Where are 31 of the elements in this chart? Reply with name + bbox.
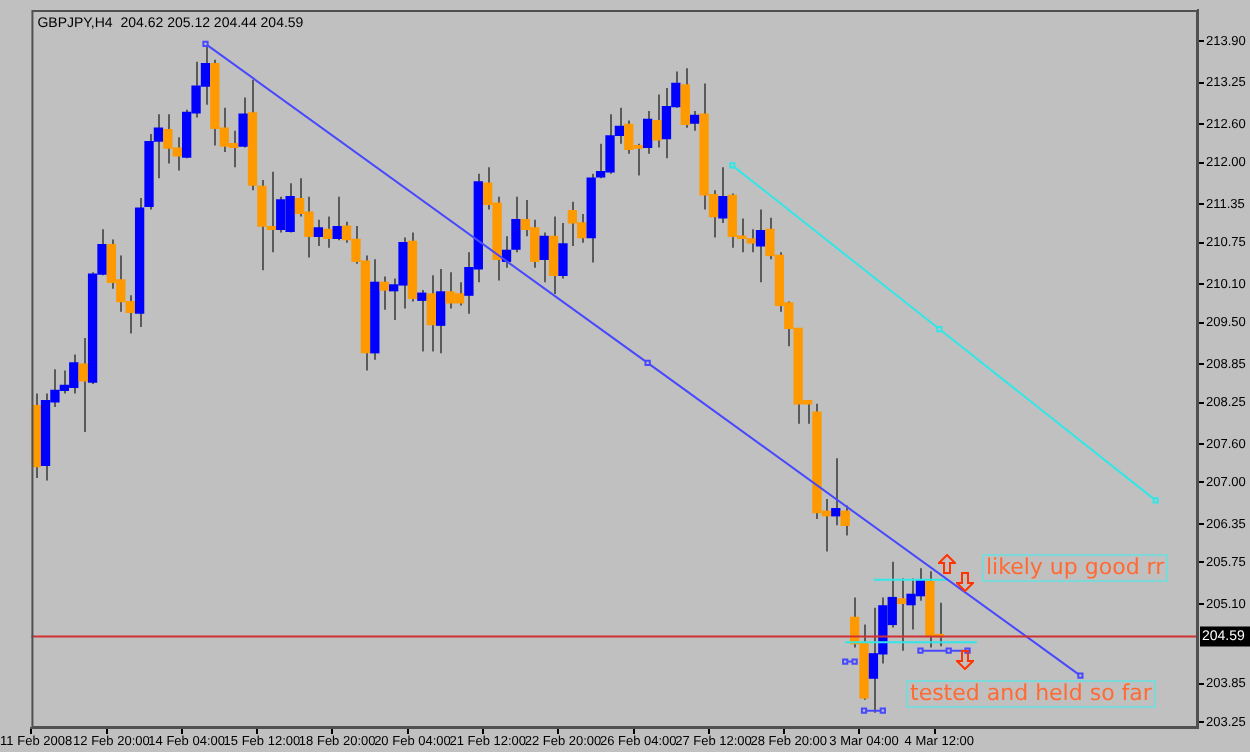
candlestick: [558, 221, 568, 280]
point: [202, 40, 209, 48]
candlestick: [323, 215, 333, 249]
point: [1077, 672, 1084, 679]
point: [851, 658, 858, 665]
point: [936, 325, 943, 333]
candlestick: [896, 577, 907, 652]
candlestick: [313, 218, 324, 247]
candlestick: [332, 195, 342, 242]
candlestick: [426, 274, 436, 353]
candlestick: [78, 336, 88, 433]
candlestick: [567, 200, 578, 247]
point: [879, 707, 886, 714]
candlestick: [436, 267, 446, 355]
candlestick: [379, 275, 389, 311]
candlestick: [680, 67, 690, 129]
candlestick: [652, 93, 662, 149]
point: [644, 359, 651, 367]
candlestick: [690, 110, 700, 132]
candlestick: [539, 231, 549, 284]
candlestick: [868, 606, 879, 714]
candlestick: [548, 215, 559, 295]
annotation: likely up good rr: [982, 554, 1169, 582]
candlestick: [755, 208, 766, 284]
point: [917, 647, 924, 654]
point: [729, 162, 736, 169]
point: [945, 647, 952, 654]
point: [860, 707, 868, 714]
point: [1152, 497, 1159, 504]
annotation: tested and held so far: [906, 680, 1156, 708]
point: [842, 658, 849, 665]
